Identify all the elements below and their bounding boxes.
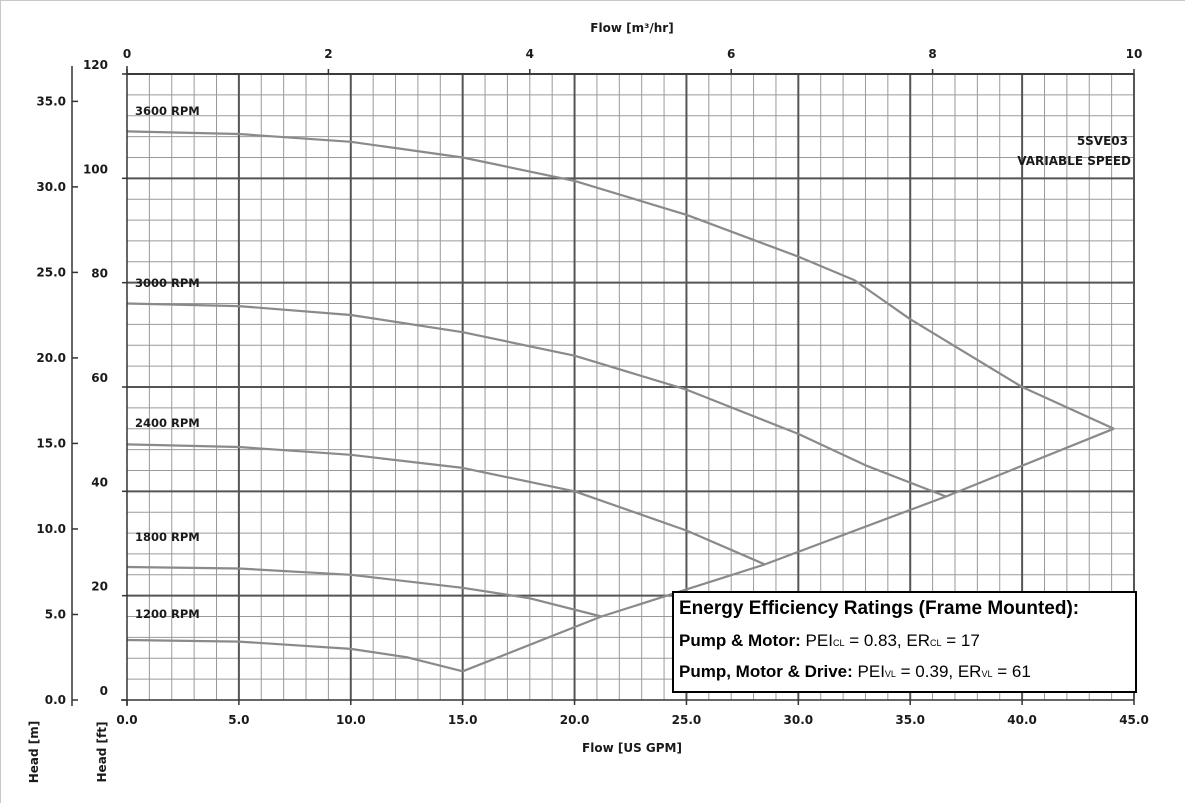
x-tick-label: 20.0 — [560, 713, 590, 727]
x-tick-label: 30.0 — [784, 713, 814, 727]
er-vl-value: = 61 — [992, 662, 1031, 681]
ratings-line-pump-motor-drive: Pump, Motor & Drive: PEIVL = 0.39, ERVL … — [679, 662, 1031, 682]
axes — [71, 66, 1135, 706]
y-ft-tick-label: 80 — [91, 267, 108, 281]
label-3000-rpm: 3000 RPM — [135, 276, 200, 290]
pei-vl-label: PEI — [852, 662, 885, 681]
x-tick-label: 5.0 — [228, 713, 249, 727]
pei-cl-subscript: CL — [832, 638, 845, 648]
y-m-tick-label: 15.0 — [36, 436, 66, 450]
top-tick-label: 2 — [324, 47, 332, 61]
curve-efficiency-boundary — [462, 427, 1115, 673]
x-tick-label: 25.0 — [672, 713, 702, 727]
x-tick-label: 10.0 — [336, 713, 366, 727]
curve-2400-rpm — [126, 443, 766, 566]
model-name: 5SVE03 — [1077, 134, 1128, 148]
y-m-tick-label: 5.0 — [45, 607, 66, 621]
pei-cl-value: = 0.83, ER — [844, 631, 930, 650]
top-tick-label: 4 — [526, 47, 534, 61]
er-cl-value: = 17 — [941, 631, 980, 650]
top-tick-label: 0 — [123, 47, 131, 61]
er-cl-subscript: CL — [930, 638, 942, 648]
efficiency-ratings-box: Energy Efficiency Ratings (Frame Mounted… — [672, 591, 1137, 693]
y-ft-tick-label: 0 — [100, 684, 108, 698]
pei-vl-subscript: VL — [884, 669, 896, 679]
y-m-tick-label: 20.0 — [36, 351, 66, 365]
x-tick-label: 40.0 — [1007, 713, 1037, 727]
y-ft-tick-label: 40 — [91, 475, 108, 489]
pei-cl-label: PEI — [800, 631, 833, 650]
label-1800-rpm: 1800 RPM — [135, 530, 200, 544]
y-ft-tick-label: 20 — [91, 580, 108, 594]
curve-3600-rpm — [126, 130, 1115, 430]
ratings-title: Energy Efficiency Ratings (Frame Mounted… — [679, 598, 1080, 619]
y-m-tick-label: 35.0 — [36, 94, 66, 108]
y-axis-ft-title: Head [ft] — [95, 722, 109, 783]
curve-1800-rpm — [126, 565, 602, 618]
grid — [127, 73, 1135, 700]
label-3600-rpm: 3600 RPM — [135, 104, 200, 118]
curves — [126, 130, 1115, 673]
y-ft-tick-label: 60 — [91, 371, 108, 385]
ratings-line-pump-motor: Pump & Motor: PEICL = 0.83, ERCL = 17 — [679, 631, 980, 651]
pei-vl-value: = 0.39, ER — [895, 662, 982, 681]
top-tick-label: 6 — [727, 47, 735, 61]
x-tick-label: 15.0 — [448, 713, 478, 727]
er-vl-subscript: VL — [981, 669, 993, 679]
curve-1200-rpm — [126, 638, 463, 673]
curve-3000-rpm — [126, 302, 947, 498]
top-tick-label: 10 — [1126, 47, 1143, 61]
y-m-tick-label: 25.0 — [36, 265, 66, 279]
tick-labels: 0.0 5.0 10.0 15.0 20.0 25.0 30.0 35.0 40.0 45.00 2… — [36, 47, 1148, 727]
y-ft-tick-label: 120 — [83, 58, 108, 72]
ratings-line1-label: Pump & Motor: — [679, 631, 801, 650]
label-2400-rpm: 2400 RPM — [135, 416, 200, 430]
ratings-line2-label: Pump, Motor & Drive: — [679, 662, 853, 681]
y-m-tick-label: 30.0 — [36, 180, 66, 194]
model-subtitle: VARIABLE SPEED — [1017, 154, 1131, 168]
top-axis-title: Flow [m³/hr] — [590, 21, 673, 35]
label-1200-rpm: 1200 RPM — [135, 607, 200, 621]
x-tick-label: 45.0 — [1119, 713, 1149, 727]
x-tick-label: 35.0 — [895, 713, 925, 727]
top-tick-label: 8 — [928, 47, 936, 61]
y-ft-tick-label: 100 — [83, 162, 108, 176]
y-m-tick-label: 0.0 — [45, 693, 66, 707]
y-m-tick-label: 10.0 — [36, 522, 66, 536]
x-axis-title: Flow [US GPM] — [582, 741, 682, 755]
x-tick-label: 0.0 — [116, 713, 137, 727]
y-axis-m-title: Head [m] — [27, 721, 41, 784]
